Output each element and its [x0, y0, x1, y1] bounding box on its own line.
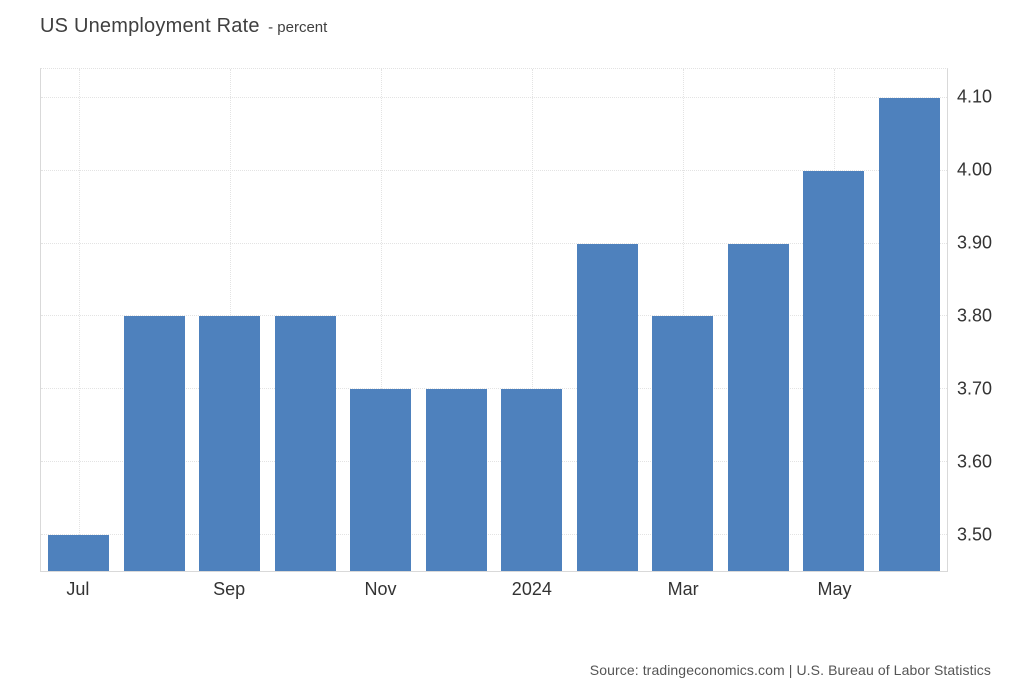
bar-mar[interactable] — [652, 316, 714, 571]
bar-aug[interactable] — [123, 316, 185, 571]
x-tick-label: Sep — [213, 579, 246, 599]
bar-oct[interactable] — [274, 316, 336, 571]
source-text: Source: tradingeconomics.com | U.S. Bure… — [589, 662, 991, 678]
y-tick-label: 4.10 — [957, 86, 993, 107]
bar-jan[interactable] — [501, 389, 563, 571]
x-tick-label: Jul — [66, 579, 90, 599]
x-tick-label: May — [817, 579, 852, 599]
chart-title: US Unemployment Rate — [40, 15, 260, 37]
bar-jul[interactable] — [48, 534, 110, 571]
gridline-y-3.90 — [41, 242, 947, 244]
bar-nov[interactable] — [350, 389, 412, 571]
bar-dec[interactable] — [425, 389, 487, 571]
gridline-y-3.70 — [41, 388, 947, 390]
bar-feb[interactable] — [576, 243, 638, 571]
gridline-y-3.50 — [41, 533, 947, 535]
gridline-x-jul — [78, 69, 80, 571]
x-tick-label: Nov — [364, 579, 397, 599]
x-tick-label: Mar — [667, 579, 699, 599]
page-title: US Unemployment Rate - percent — [40, 15, 327, 38]
y-tick-label: 4.00 — [957, 159, 993, 180]
y-axis: 3.50 3.60 3.70 3.80 3.90 4.00 4.10 — [957, 68, 1021, 572]
gridline-y-4.00 — [41, 169, 947, 171]
y-tick-label: 3.80 — [957, 305, 993, 326]
x-axis: Jul Sep Nov 2024 Mar May — [40, 579, 948, 605]
gridline-y-3.60 — [41, 460, 947, 462]
bar-may[interactable] — [803, 170, 865, 571]
plot-area — [40, 68, 948, 572]
gridline-x-nov — [380, 69, 382, 571]
bar-sep[interactable] — [199, 316, 261, 571]
gridline-y-4.10 — [41, 97, 947, 99]
x-tick-label: 2024 — [511, 579, 552, 599]
gridline-x-2024 — [531, 69, 533, 571]
y-tick-label: 3.50 — [957, 524, 993, 545]
y-tick-label: 3.60 — [957, 451, 993, 472]
chart-subtitle: - percent — [268, 19, 328, 36]
y-tick-label: 3.70 — [957, 378, 993, 399]
bar-jun[interactable] — [878, 98, 940, 571]
gridline-y-3.80 — [41, 315, 947, 317]
bar-apr[interactable] — [727, 243, 789, 571]
y-tick-label: 3.90 — [957, 232, 993, 253]
